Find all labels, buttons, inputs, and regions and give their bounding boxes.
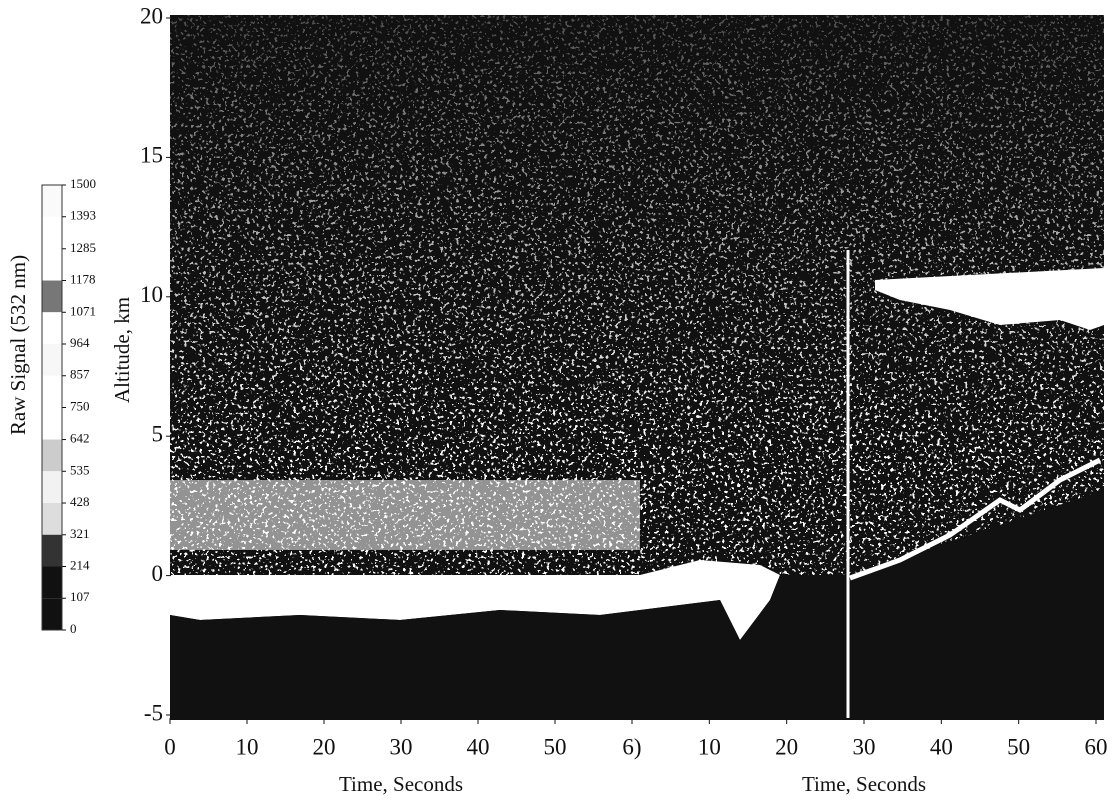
colorbar-label: Raw Signal (532 nm) (6, 255, 30, 435)
colorbar-tick-label: 750 (70, 398, 90, 413)
colorbar-segment (42, 312, 62, 345)
colorbar-segment (42, 598, 62, 630)
colorbar-tick-label: 964 (70, 335, 90, 350)
y-tick-label: 20 (140, 3, 163, 28)
colorbar-segment (42, 407, 62, 440)
colorbar-tick-label: 1285 (70, 240, 96, 255)
y-axis-label: Altitude, km (110, 297, 134, 403)
colorbar-segment (42, 503, 62, 535)
y-tick-label: 0 (152, 561, 164, 586)
x-tick-label: 10 (236, 734, 259, 759)
colorbar-tick-label: 1178 (70, 272, 96, 287)
y-tick-label: 15 (140, 143, 163, 168)
colorbar-tick-label: 1393 (70, 208, 96, 223)
x-tick-label: 40 (930, 734, 953, 759)
x-tick-label: 30 (853, 734, 876, 759)
colorbar-tick-label: 535 (70, 462, 90, 477)
y-tick-label: 10 (140, 282, 163, 307)
colorbar-tick-label: 214 (70, 557, 90, 572)
colorbar-segment (42, 185, 62, 217)
x-tick-label: 10 (698, 734, 721, 759)
colorbar-segment (42, 534, 62, 567)
x-axis-label: Time, Seconds (339, 772, 463, 796)
colorbar-tick-label: 428 (70, 494, 90, 509)
x-tick-label: 30 (390, 734, 413, 759)
colorbar-segment (42, 471, 62, 504)
x-tick-label: 20 (775, 734, 798, 759)
colorbar-tick-label: 1500 (70, 176, 96, 191)
x-axis-label: Time, Seconds (802, 772, 926, 796)
lidar-image (170, 15, 1104, 720)
x-tick-label: 6) (622, 734, 641, 759)
colorbar-tick-label: 107 (70, 589, 90, 604)
colorbar-segment (42, 439, 62, 472)
colorbar-segment (42, 566, 62, 599)
x-tick-label: 20 (313, 734, 336, 759)
y-tick-label: 5 (152, 421, 164, 446)
colorbar-tick-label: 321 (70, 526, 90, 541)
colorbar-segment (42, 248, 62, 281)
colorbar-tick-label: 1071 (70, 303, 96, 318)
x-tick-label: 50 (1007, 734, 1030, 759)
x-tick-label: 0 (164, 734, 176, 759)
colorbar-segment (42, 216, 62, 249)
colorbar-tick-label: 857 (70, 367, 90, 382)
colorbar-tick-label: 0 (70, 621, 77, 636)
colorbar-segment (42, 344, 62, 376)
colorbar-segment (42, 375, 62, 408)
x-tick-label: 40 (467, 734, 490, 759)
y-tick-label: -5 (144, 700, 163, 725)
x-tick-label: 60 (1085, 734, 1108, 759)
x-tick-label: 50 (544, 734, 567, 759)
colorbar-segment (42, 280, 62, 313)
colorbar-tick-label: 642 (70, 431, 90, 446)
